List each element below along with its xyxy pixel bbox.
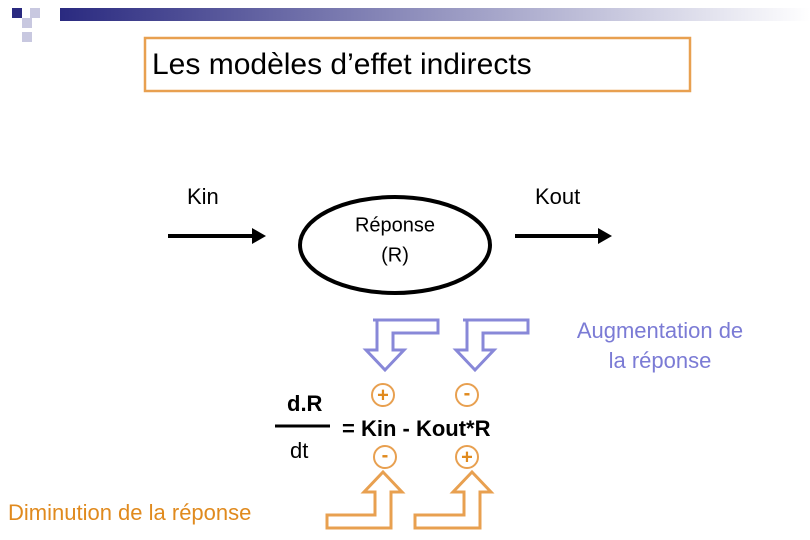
equation-rhs: = Kin - Kout*R <box>342 416 491 441</box>
response-label: Réponse <box>355 214 435 236</box>
title: Les modèles d’effet indirects <box>152 48 532 81</box>
kin-arrow <box>168 228 266 244</box>
kin-label: Kin <box>187 184 219 209</box>
decrease-arrows <box>325 469 495 530</box>
equation-denominator: dt <box>290 438 308 463</box>
sign-circles <box>371 383 479 469</box>
header-decoration <box>12 8 810 42</box>
increase-arrows <box>362 318 530 373</box>
response-node <box>298 195 492 295</box>
sign: - <box>382 444 389 466</box>
sign: - <box>464 382 471 404</box>
title-box <box>143 36 692 93</box>
decrease-label: Diminution de la réponse <box>8 500 251 525</box>
increase-label: la réponse <box>609 348 712 373</box>
kout-label: Kout <box>535 184 580 209</box>
sign: + <box>377 384 389 406</box>
equation-numerator: d.R <box>287 391 323 416</box>
kout-arrow <box>515 228 612 244</box>
sign: + <box>461 446 473 468</box>
increase-label: Augmentation de <box>577 318 743 343</box>
response-label: (R) <box>381 244 409 266</box>
